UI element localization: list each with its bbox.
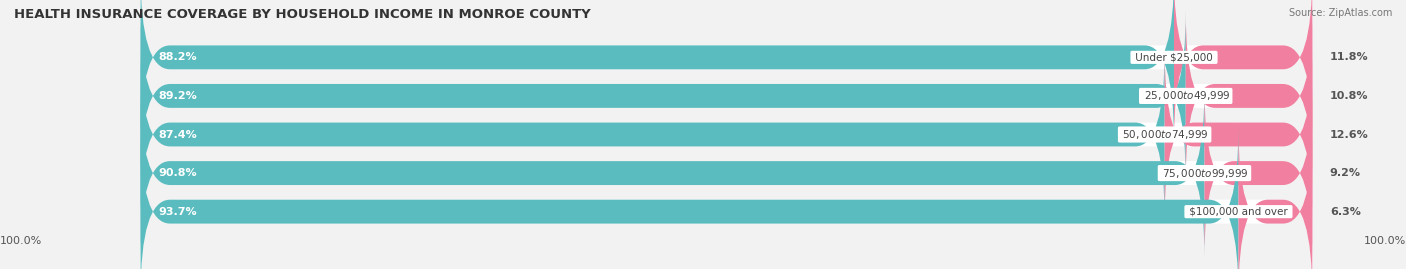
- FancyBboxPatch shape: [141, 0, 1174, 142]
- FancyBboxPatch shape: [141, 89, 1312, 257]
- FancyBboxPatch shape: [141, 127, 1312, 269]
- Text: 100.0%: 100.0%: [0, 236, 42, 246]
- Text: $100,000 and over: $100,000 and over: [1185, 207, 1291, 217]
- FancyBboxPatch shape: [141, 12, 1312, 180]
- Text: Source: ZipAtlas.com: Source: ZipAtlas.com: [1288, 8, 1392, 18]
- FancyBboxPatch shape: [1174, 0, 1312, 142]
- Text: 6.3%: 6.3%: [1330, 207, 1361, 217]
- Text: 100.0%: 100.0%: [1364, 236, 1406, 246]
- FancyBboxPatch shape: [1239, 127, 1312, 269]
- Text: 11.8%: 11.8%: [1330, 52, 1368, 62]
- Text: 90.8%: 90.8%: [157, 168, 197, 178]
- FancyBboxPatch shape: [1164, 50, 1312, 219]
- Text: $75,000 to $99,999: $75,000 to $99,999: [1160, 167, 1250, 180]
- Text: 87.4%: 87.4%: [157, 129, 197, 140]
- Text: 88.2%: 88.2%: [157, 52, 197, 62]
- FancyBboxPatch shape: [1185, 12, 1312, 180]
- FancyBboxPatch shape: [141, 50, 1164, 219]
- Text: 9.2%: 9.2%: [1330, 168, 1361, 178]
- Text: $25,000 to $49,999: $25,000 to $49,999: [1140, 89, 1230, 102]
- Text: $50,000 to $74,999: $50,000 to $74,999: [1119, 128, 1209, 141]
- Text: 12.6%: 12.6%: [1330, 129, 1368, 140]
- FancyBboxPatch shape: [141, 50, 1312, 219]
- FancyBboxPatch shape: [141, 12, 1185, 180]
- FancyBboxPatch shape: [141, 0, 1312, 142]
- Text: 93.7%: 93.7%: [157, 207, 197, 217]
- Text: 89.2%: 89.2%: [157, 91, 197, 101]
- Text: Under $25,000: Under $25,000: [1132, 52, 1216, 62]
- FancyBboxPatch shape: [141, 89, 1205, 257]
- FancyBboxPatch shape: [141, 127, 1239, 269]
- Text: 10.8%: 10.8%: [1330, 91, 1368, 101]
- FancyBboxPatch shape: [1205, 89, 1312, 257]
- Text: HEALTH INSURANCE COVERAGE BY HOUSEHOLD INCOME IN MONROE COUNTY: HEALTH INSURANCE COVERAGE BY HOUSEHOLD I…: [14, 8, 591, 21]
